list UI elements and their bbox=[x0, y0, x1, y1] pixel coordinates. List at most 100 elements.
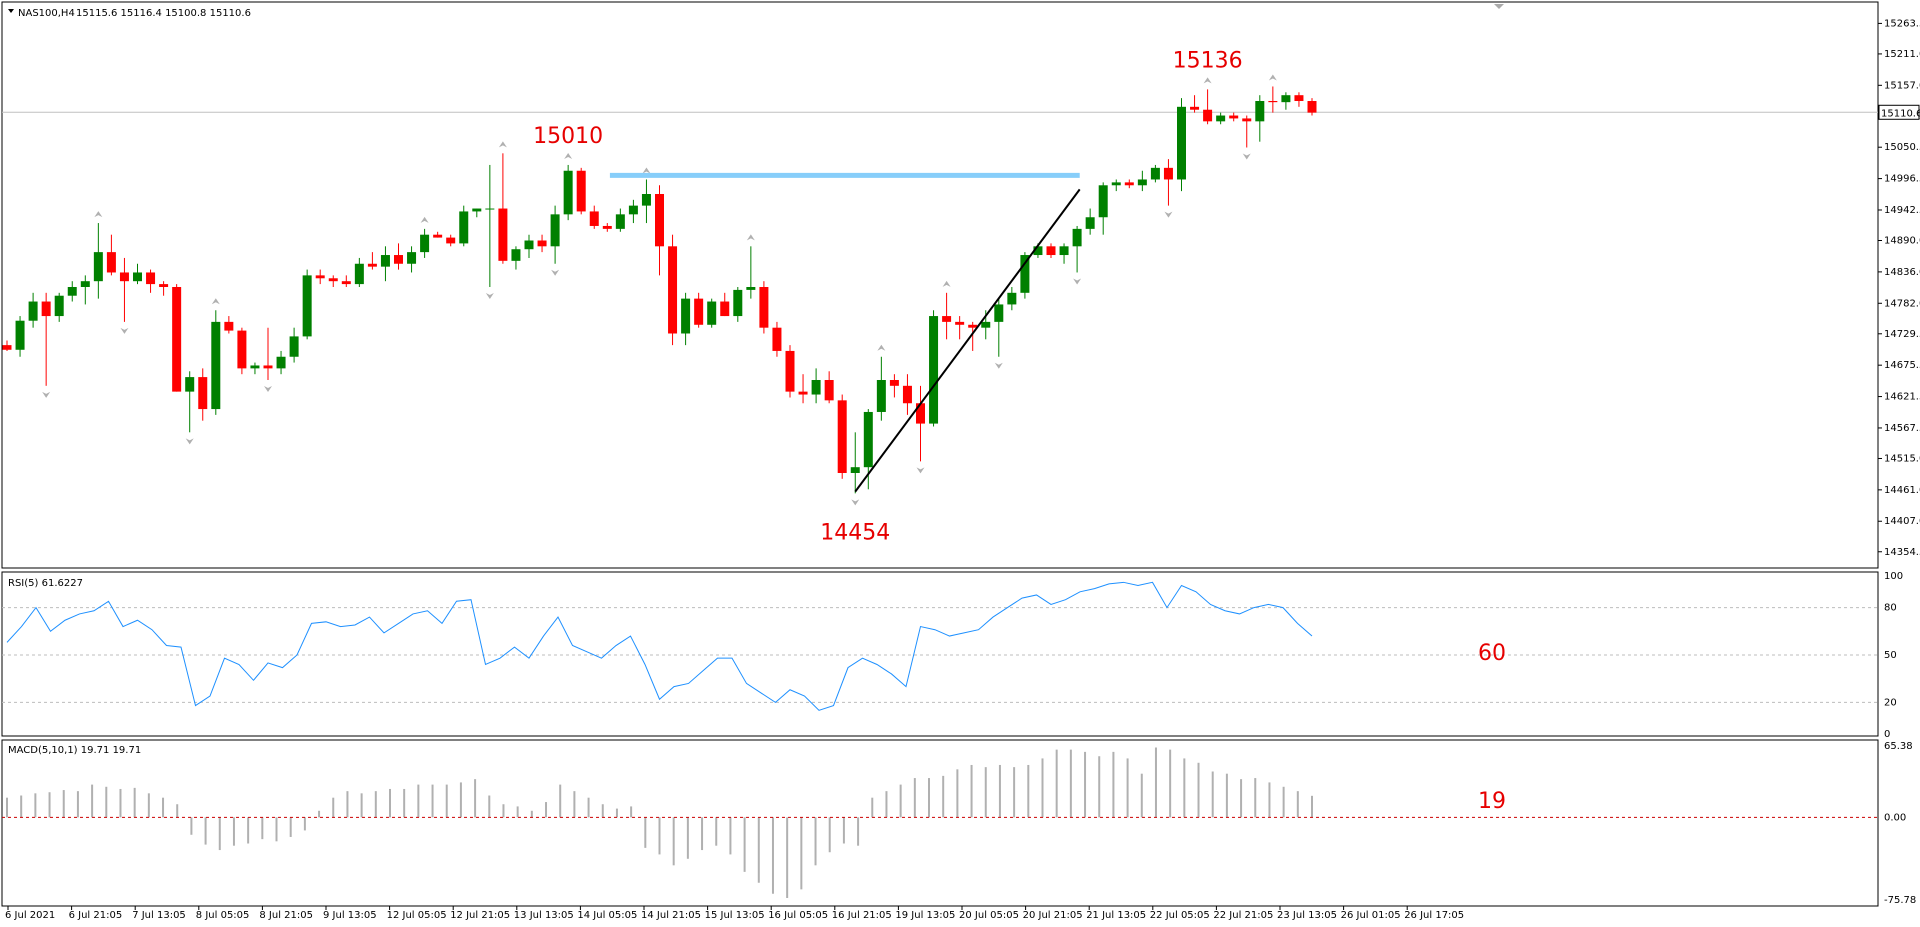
candle bbox=[968, 321, 978, 351]
candle-body bbox=[942, 316, 952, 322]
candle bbox=[955, 316, 965, 340]
candle bbox=[681, 292, 691, 346]
fractal-up-icon bbox=[942, 280, 951, 287]
candle bbox=[524, 234, 534, 258]
fractal-up-icon bbox=[211, 298, 220, 305]
candle bbox=[198, 368, 208, 421]
fractal-up-icon bbox=[1203, 77, 1212, 84]
candle bbox=[1177, 98, 1186, 192]
candle bbox=[772, 321, 782, 357]
candle-body bbox=[1229, 115, 1239, 119]
candle bbox=[1072, 225, 1082, 273]
candle bbox=[850, 432, 860, 494]
candle-body bbox=[916, 403, 925, 424]
fractal-down-icon bbox=[551, 269, 560, 276]
price-panel-frame bbox=[1, 1, 1879, 569]
candle-body bbox=[1059, 246, 1069, 256]
rsi-tick-label: 100 bbox=[1884, 571, 1903, 582]
fractal-up-icon bbox=[877, 344, 886, 351]
candle-body bbox=[811, 380, 821, 395]
candle-body bbox=[1177, 106, 1186, 180]
shift-marker-icon[interactable] bbox=[1494, 4, 1504, 9]
candle bbox=[798, 374, 808, 404]
candle bbox=[550, 205, 560, 264]
candle-body bbox=[746, 287, 756, 290]
time-tick-label: 14 Jul 21:05 bbox=[641, 910, 701, 921]
candle bbox=[694, 292, 704, 328]
candle-body bbox=[15, 320, 25, 350]
macd-tick-label: -75.78 bbox=[1884, 895, 1916, 906]
candle bbox=[276, 350, 286, 375]
time-tick-label: 12 Jul 05:05 bbox=[387, 910, 447, 921]
time-axis: 6 Jul 2021 6 Jul 21:05 7 Jul 13:05 8 Jul 05… bbox=[5, 906, 1464, 921]
price-tick-label: 14675.5 bbox=[1884, 360, 1920, 371]
candles bbox=[2, 86, 1317, 494]
candle bbox=[172, 284, 182, 392]
candle-body bbox=[159, 284, 169, 287]
candle bbox=[511, 246, 521, 270]
candle bbox=[615, 208, 625, 232]
candle-body bbox=[67, 287, 77, 296]
candle bbox=[93, 223, 103, 299]
candle-body bbox=[1085, 217, 1095, 229]
price-tick-label: 14354.5 bbox=[1884, 547, 1920, 558]
candle-body bbox=[289, 336, 299, 357]
candle-body bbox=[863, 411, 873, 468]
candle bbox=[237, 327, 247, 375]
candle-body bbox=[589, 211, 599, 226]
price-tick-label: 15157.0 bbox=[1884, 80, 1920, 91]
candle bbox=[563, 164, 573, 221]
candle-body bbox=[28, 301, 38, 321]
candle bbox=[433, 231, 443, 238]
candle-body bbox=[106, 252, 116, 273]
price-tick-label: 14407.0 bbox=[1884, 516, 1920, 527]
candle bbox=[106, 234, 116, 276]
candle-body bbox=[537, 240, 547, 247]
price-tick-label: 14567.5 bbox=[1884, 423, 1920, 434]
candle bbox=[407, 246, 417, 273]
price-tick-label: 14782.0 bbox=[1884, 298, 1920, 309]
candle bbox=[67, 281, 77, 302]
candle bbox=[942, 292, 952, 340]
macd-panel-frame bbox=[1, 739, 1879, 907]
fractal-down-icon bbox=[851, 499, 860, 506]
time-tick-label: 16 Jul 05:05 bbox=[768, 910, 828, 921]
candle bbox=[2, 340, 12, 351]
time-tick-label: 7 Jul 13:05 bbox=[132, 910, 186, 921]
candle bbox=[994, 298, 1004, 357]
fractal-down-icon bbox=[1164, 211, 1173, 218]
candle-body bbox=[263, 365, 273, 369]
time-tick-label: 26 Jul 01:05 bbox=[1341, 910, 1401, 921]
candle bbox=[1255, 95, 1265, 142]
candle-body bbox=[54, 295, 64, 317]
candle-body bbox=[707, 301, 717, 325]
fractal-down-icon bbox=[264, 386, 272, 392]
candle-body bbox=[1020, 255, 1030, 293]
candle-body bbox=[1124, 182, 1134, 186]
candle bbox=[1307, 98, 1317, 116]
candle-body bbox=[133, 272, 142, 282]
rsi-header: RSI(5) 61.6227 bbox=[8, 578, 83, 589]
candle-body bbox=[1033, 246, 1043, 256]
candle-body bbox=[341, 281, 351, 285]
candle bbox=[394, 243, 403, 270]
collapse-arrow-icon[interactable] bbox=[8, 9, 14, 13]
candle-body bbox=[720, 301, 730, 317]
candle-body bbox=[550, 214, 560, 247]
candle bbox=[876, 356, 886, 421]
candle-body bbox=[328, 278, 338, 282]
candle bbox=[420, 228, 430, 258]
price-tick-label: 14729.5 bbox=[1884, 329, 1920, 340]
candle-body bbox=[211, 321, 221, 410]
fractal-down-icon bbox=[1242, 153, 1251, 160]
candle-body bbox=[1137, 179, 1147, 186]
candle-body bbox=[2, 345, 12, 350]
candle bbox=[341, 275, 351, 287]
candle bbox=[1163, 159, 1173, 206]
price-tick-label: 14996.5 bbox=[1884, 174, 1920, 185]
candle-body bbox=[93, 252, 103, 282]
candle-body bbox=[1294, 95, 1304, 101]
price-tick-label: 15263.5 bbox=[1884, 18, 1920, 29]
time-tick-label: 26 Jul 17:05 bbox=[1404, 910, 1464, 921]
candle-body bbox=[315, 275, 325, 279]
